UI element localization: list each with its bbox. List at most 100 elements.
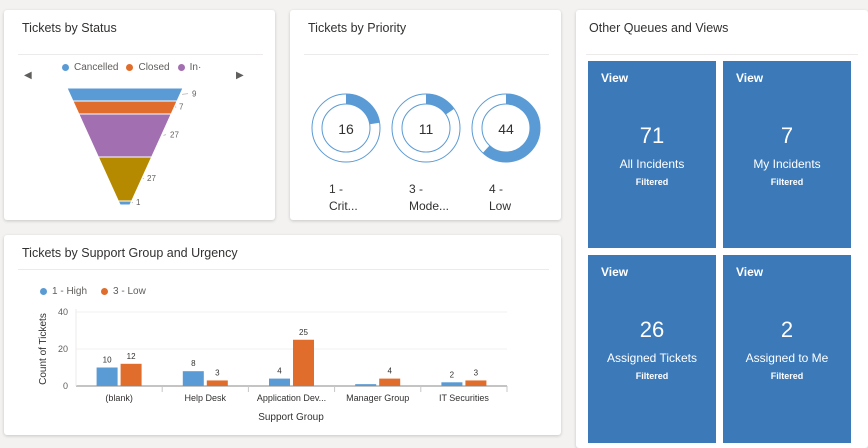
- funnel-data-label: 27: [147, 174, 156, 183]
- funnel-leader-line: [181, 93, 189, 95]
- donut-hole: [484, 106, 528, 150]
- tile-assigned-tickets[interactable]: View 26 Assigned Tickets Filtered: [588, 255, 716, 443]
- funnel-leader-line: [174, 106, 177, 108]
- donut-hole: [324, 106, 368, 150]
- divider: [18, 269, 549, 270]
- bar-data-label: 3: [215, 368, 220, 377]
- priority-label-line: Mode...: [409, 199, 450, 213]
- legend-next-arrow-icon[interactable]: ▶: [236, 70, 244, 81]
- priority-donut-charts: 16 11 44: [311, 93, 541, 163]
- priority-label-line: Crit...: [329, 199, 358, 213]
- funnel-leader-line: [163, 134, 167, 136]
- legend-dot: [40, 287, 47, 295]
- funnel-segment: [66, 87, 184, 102]
- divider: [18, 54, 263, 55]
- bar-data-label: 2: [450, 370, 455, 379]
- divider: [586, 54, 858, 55]
- bar: [379, 378, 401, 386]
- donut-slice: [346, 94, 380, 125]
- queues-card-title: Other Queues and Views: [589, 21, 729, 35]
- funnel-leader-line: [131, 201, 134, 204]
- priority-label-line: Low: [489, 199, 512, 213]
- legend-dot: [62, 63, 69, 71]
- bar: [355, 384, 377, 386]
- tile-all-incidents[interactable]: View 71 All Incidents Filtered: [588, 61, 716, 248]
- x-axis-title: Support Group: [258, 412, 324, 423]
- bar-data-label: 4: [277, 367, 282, 376]
- bar: [441, 382, 463, 386]
- support-group-card-title: Tickets by Support Group and Urgency: [22, 246, 238, 260]
- tile-view-link[interactable]: View: [736, 71, 764, 85]
- legend-label: In·: [189, 61, 202, 73]
- priority-label-critical[interactable]: 1 - Crit...: [329, 181, 358, 215]
- priority-label-moderate[interactable]: 3 - Mode...: [409, 181, 449, 215]
- status-card-title: Tickets by Status: [22, 21, 117, 35]
- bar: [182, 371, 204, 386]
- donut-center-value: 16: [338, 121, 354, 137]
- tile-name: Assigned to Me: [745, 351, 829, 365]
- legend-item-in-progress[interactable]: In·: [177, 61, 202, 73]
- funnel-data-label: 9: [192, 90, 197, 99]
- bar: [120, 363, 142, 386]
- tile-view-link[interactable]: View: [601, 71, 629, 85]
- status-funnel-chart: 97 27 27 1: [66, 87, 197, 207]
- y-axis-title: Count of Tickets: [38, 313, 49, 385]
- tile-count: 26: [639, 317, 665, 342]
- bar-data-label: 12: [127, 352, 136, 361]
- donut-center-value: 11: [419, 121, 434, 137]
- tile-filtered-label: Filtered: [635, 177, 669, 187]
- divider: [304, 54, 549, 55]
- bar-data-label: 4: [387, 367, 392, 376]
- donut-center-value: 44: [498, 121, 514, 137]
- tile-view-link[interactable]: View: [736, 265, 764, 279]
- bar: [465, 380, 487, 386]
- tile-count: 71: [639, 123, 665, 148]
- tile-assigned-to-me[interactable]: View 2 Assigned to Me Filtered: [723, 255, 851, 443]
- x-tick-label: Help Desk: [185, 393, 227, 403]
- tile-count: 2: [780, 317, 794, 342]
- bar-data-label: 3: [474, 368, 479, 377]
- legend-label: 1 - High: [52, 285, 88, 297]
- bar-data-label: 8: [191, 359, 196, 368]
- legend-item-low[interactable]: 3 - Low: [101, 286, 146, 297]
- priority-label-line: 4 -: [489, 182, 504, 196]
- status-card: Tickets by Status ◀ Cancelled Closed In·…: [4, 10, 275, 220]
- y-tick-label: 40: [58, 307, 68, 317]
- legend-prev-arrow-icon[interactable]: ◀: [24, 70, 32, 81]
- priority-card: Tickets by Priority 16 11 44 1 - Crit... 3…: [290, 10, 561, 220]
- x-tick-label: Manager Group: [346, 393, 409, 403]
- legend-label: Closed: [138, 61, 170, 73]
- tile-count: 7: [780, 123, 794, 148]
- tile-my-incidents[interactable]: View 7 My Incidents Filtered: [723, 61, 851, 248]
- tile-filtered-label: Filtered: [770, 371, 804, 381]
- funnel-segment: [72, 100, 178, 115]
- bar: [96, 367, 118, 386]
- legend-item-high[interactable]: 1 - High: [40, 286, 87, 297]
- priority-label-low[interactable]: 4 - Low: [489, 181, 511, 215]
- funnel-data-label: 7: [179, 103, 184, 112]
- donut-slice: [482, 94, 540, 162]
- x-tick-label: Application Dev...: [257, 393, 326, 403]
- x-tick-label: IT Securities: [439, 393, 489, 403]
- status-legend: Cancelled Closed In·: [62, 61, 209, 73]
- tile-view-link[interactable]: View: [601, 265, 629, 279]
- tile-name: All Incidents: [619, 157, 685, 171]
- funnel-segment: [117, 200, 133, 206]
- tile-filtered-label: Filtered: [770, 177, 804, 187]
- funnel-leader-line: [142, 177, 145, 180]
- legend-dot: [126, 63, 134, 71]
- bar: [293, 339, 314, 386]
- support-legend: 1 - High 3 - Low: [40, 285, 154, 297]
- y-tick-label: 0: [63, 381, 68, 391]
- legend-item-cancelled[interactable]: Cancelled: [62, 62, 118, 73]
- donut-hole: [404, 106, 448, 150]
- priority-label-line: 3 -: [409, 182, 424, 196]
- tile-filtered-label: Filtered: [635, 371, 669, 381]
- bar-data-label: 25: [299, 328, 308, 337]
- donut-slice: [426, 94, 455, 115]
- support-group-card: Tickets by Support Group and Urgency 1 -…: [4, 235, 561, 435]
- legend-item-closed[interactable]: Closed: [126, 61, 170, 73]
- x-tick-label: (blank): [105, 393, 133, 403]
- priority-label-line: 1 -: [329, 182, 344, 196]
- tile-name: Assigned Tickets: [606, 351, 698, 365]
